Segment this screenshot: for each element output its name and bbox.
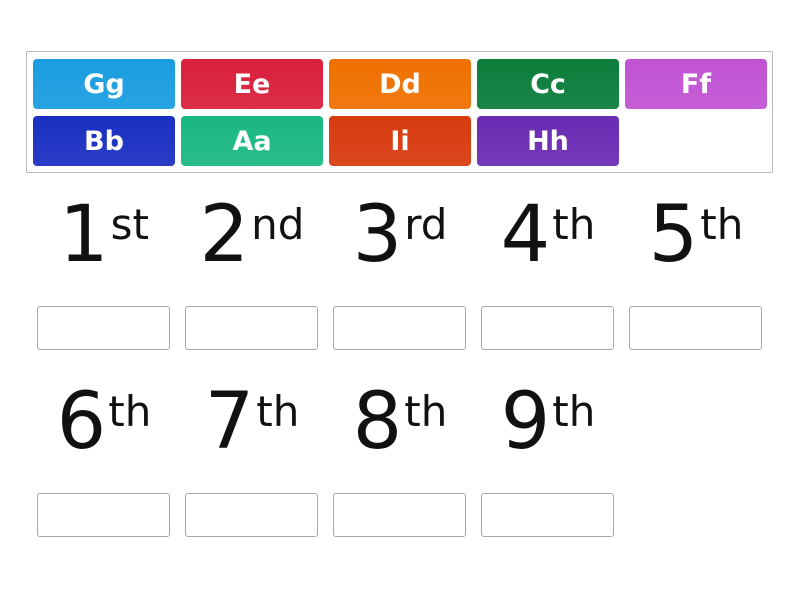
ordinal-suffix: nd	[251, 200, 305, 249]
ordinal-number: 1	[59, 190, 109, 280]
ordinal-label: 5th	[625, 196, 767, 274]
tile-ff[interactable]: Ff	[625, 59, 767, 109]
ordinal-suffix: th	[552, 387, 596, 436]
ordinal-number: 3	[352, 190, 403, 280]
drop-box[interactable]	[333, 306, 466, 350]
answer-bank: Gg Ee Dd Cc Ff Bb Aa Ii Hh	[26, 51, 773, 173]
tile-gg[interactable]: Gg	[33, 59, 175, 109]
drop-box[interactable]	[481, 306, 614, 350]
ordinal-number: 4	[500, 190, 551, 280]
tile-cc[interactable]: Cc	[477, 59, 619, 109]
ordinal-suffix: st	[110, 200, 149, 249]
ordinal-label: 9th	[477, 383, 619, 461]
ordinal-suffix: th	[700, 200, 744, 249]
ordinal-number: 5	[648, 190, 699, 280]
ordinal-label: 4th	[477, 196, 619, 274]
tile-aa[interactable]: Aa	[181, 116, 323, 166]
drop-box[interactable]	[37, 493, 170, 537]
drop-box[interactable]	[185, 306, 318, 350]
ordinal-number: 8	[352, 377, 403, 467]
ordinal-suffix: th	[256, 387, 300, 436]
ordinal-number: 2	[199, 190, 250, 280]
ordinal-suffix: th	[404, 387, 448, 436]
ordinal-label: 3rd	[329, 196, 471, 274]
ordinal-label: 2nd	[181, 196, 323, 274]
drop-box[interactable]	[333, 493, 466, 537]
ordinal-label: 6th	[33, 383, 175, 461]
drop-box[interactable]	[481, 493, 614, 537]
ordinal-number: 9	[500, 377, 551, 467]
drop-box[interactable]	[37, 306, 170, 350]
tile-ii[interactable]: Ii	[329, 116, 471, 166]
tile-dd[interactable]: Dd	[329, 59, 471, 109]
ordinal-label: 1st	[33, 196, 175, 274]
drop-box[interactable]	[185, 493, 318, 537]
tile-hh[interactable]: Hh	[477, 116, 619, 166]
ordinal-number: 7	[204, 377, 255, 467]
ordinal-suffix: th	[552, 200, 596, 249]
tile-ee[interactable]: Ee	[181, 59, 323, 109]
ordinal-label: 8th	[329, 383, 471, 461]
ordinal-suffix: th	[108, 387, 152, 436]
drop-box[interactable]	[629, 306, 762, 350]
ordinal-label: 7th	[181, 383, 323, 461]
ordinal-suffix: rd	[404, 200, 448, 249]
ordinal-number: 6	[56, 377, 107, 467]
tile-bb[interactable]: Bb	[33, 116, 175, 166]
